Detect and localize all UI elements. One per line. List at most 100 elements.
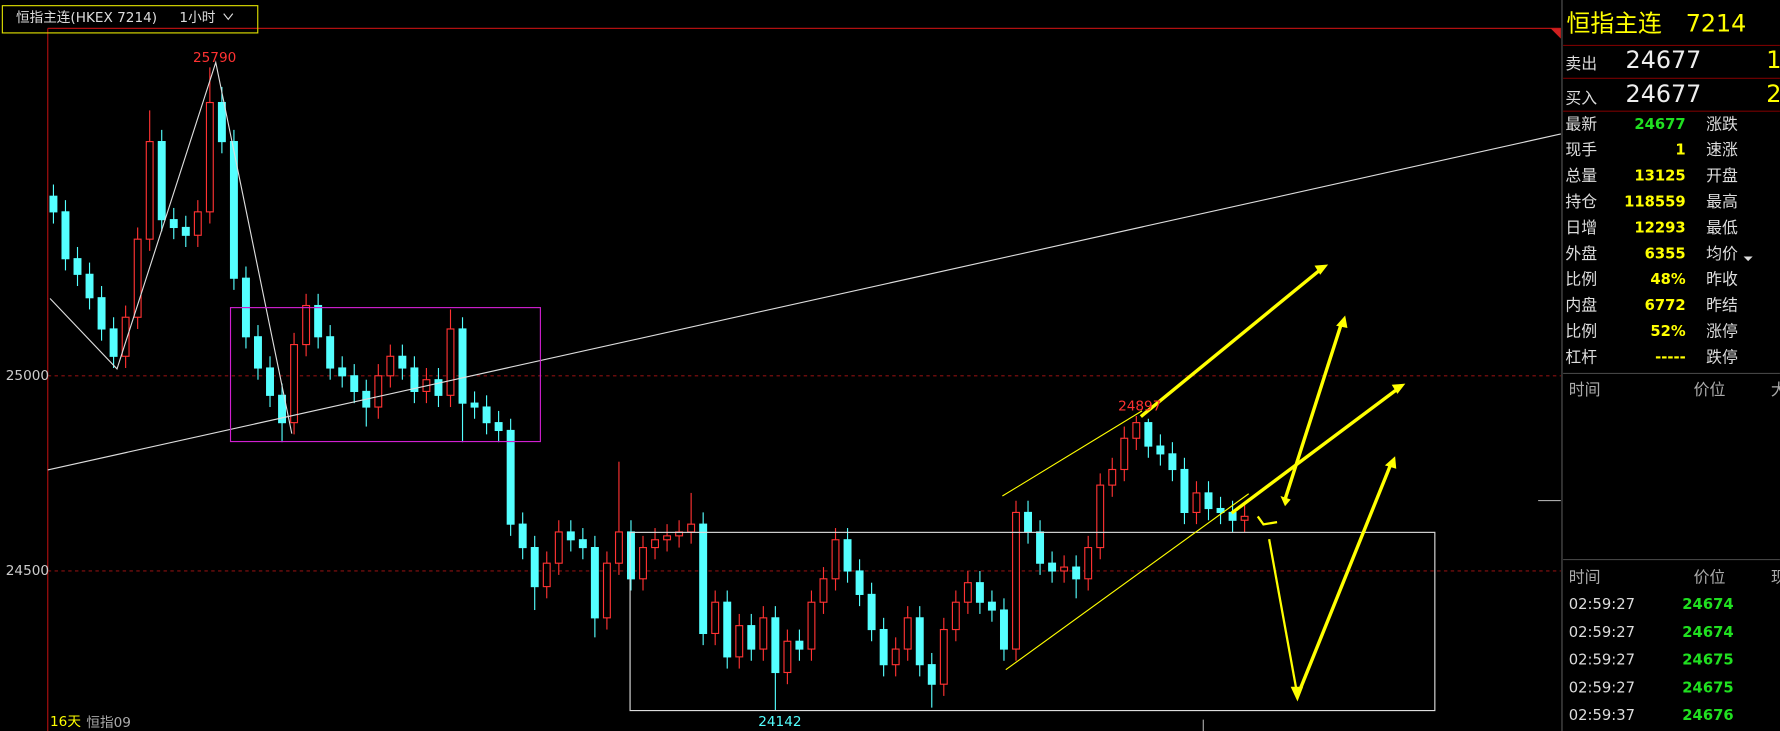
tick-time: 02:59:37 [1569,707,1635,724]
candle-body [446,328,455,396]
symbol-selector[interactable]: 恒指主连(HKEX 7214) 1小时 [1,5,259,34]
column-header: 价位 [1694,567,1726,586]
quote-value: 48% [1650,271,1686,288]
quote-label: 涨跌 [1706,114,1738,133]
tick-price: 24674 [1682,624,1733,641]
box-range [629,531,1436,712]
candle-body [747,625,756,650]
candle-body [987,601,996,611]
candle-body [1156,445,1165,455]
candle-body [891,648,900,666]
arrowhead [1314,264,1329,275]
arrow [1139,266,1324,418]
candle-body [651,539,660,549]
quote-value: 12293 [1634,219,1685,236]
box-range [229,307,541,443]
candle-body [266,367,274,396]
column-header: 现 [1771,567,1780,586]
arrowhead [1290,686,1304,702]
drawings [47,60,1561,731]
candle-body [1024,511,1033,533]
quote-label: 日增 [1565,218,1597,237]
quote-label: 均价 [1706,244,1738,263]
quote-label: 内盘 [1565,296,1597,315]
candle-body [193,211,202,236]
candle-body [434,379,443,396]
column-header: 时间 [1569,567,1601,586]
quote-label: 速涨 [1706,140,1738,159]
candle-body [1168,453,1177,471]
candle-body [482,406,491,424]
quote-label: 持仓 [1565,192,1597,211]
candle-body [338,367,347,377]
quote-label: 总量 [1565,166,1597,185]
candle-body [783,640,792,674]
quote-label: 开盘 [1706,166,1738,185]
quote-label: 最高 [1706,192,1738,211]
quote-panel: 恒指主连 7214 卖出 24677 1 买入 24677 2 最新 24677 涨… [1563,9,1780,724]
candle-body [735,625,744,658]
tick-time: 02:59:27 [1569,652,1635,669]
candle-body [939,628,948,685]
candle-body [771,617,780,674]
candle-body [566,531,575,541]
candle-body [1072,566,1081,580]
candle-body [951,601,960,631]
candle-body [1240,515,1249,521]
candle-body [458,328,467,404]
candle-body [1192,492,1201,514]
arrow [1295,461,1394,697]
candle-body [602,562,611,619]
candle-body [157,141,166,221]
quote-value: 13125 [1634,168,1685,185]
candle-body [181,226,190,236]
tick-price: 24674 [1682,596,1733,613]
candle-body [855,570,864,595]
quote-value: ----- [1655,349,1686,366]
candle-body [1216,507,1225,514]
candle-body [963,582,972,603]
column-header: 时间 [1569,380,1601,399]
tick-time: 02:59:27 [1569,679,1635,696]
quote-label: 昨结 [1706,296,1738,315]
quote-label: 比例 [1565,321,1597,340]
dropdown-icon[interactable] [1743,256,1753,262]
quote-value: 24677 [1634,116,1685,133]
candle-body [903,617,912,650]
quote-value: 1 [1675,142,1685,159]
candle-body [1132,422,1141,439]
candle-body [711,601,720,635]
channel-line [1002,410,1143,497]
candle-body [687,523,696,533]
ask-price: 24677 [1626,46,1702,74]
candle-body [867,593,876,631]
quote-label: 最新 [1565,114,1597,133]
candle-body [819,578,828,603]
candle-body [85,273,94,299]
zigzag [49,60,293,434]
candle-body [494,422,503,432]
candle-body [807,601,816,650]
candle-body [121,316,130,357]
arrowhead [1336,315,1348,329]
candle-body [217,101,226,143]
arrow [1283,321,1344,500]
candle-body [73,258,82,275]
candle-body [229,141,238,279]
candle-body [542,562,551,588]
tick-rows: 02:59:27 24674 02:59:27 24674 02:59:27 24675 0… [1569,596,1734,724]
candle-body [723,601,732,658]
candle-body [1204,492,1213,510]
candle-body [314,304,323,338]
candle-body [1108,468,1117,486]
candle-body [278,394,287,424]
arrow [1230,386,1400,515]
period[interactable]: 1小时 [179,10,215,26]
quote-name: 恒指主连 [1567,9,1662,37]
tick-price: 24676 [1682,707,1733,724]
candle-body [1060,566,1069,572]
symbol-title: 恒指主连(HKEX 7214) [16,10,157,26]
quote-value: 52% [1650,323,1686,340]
